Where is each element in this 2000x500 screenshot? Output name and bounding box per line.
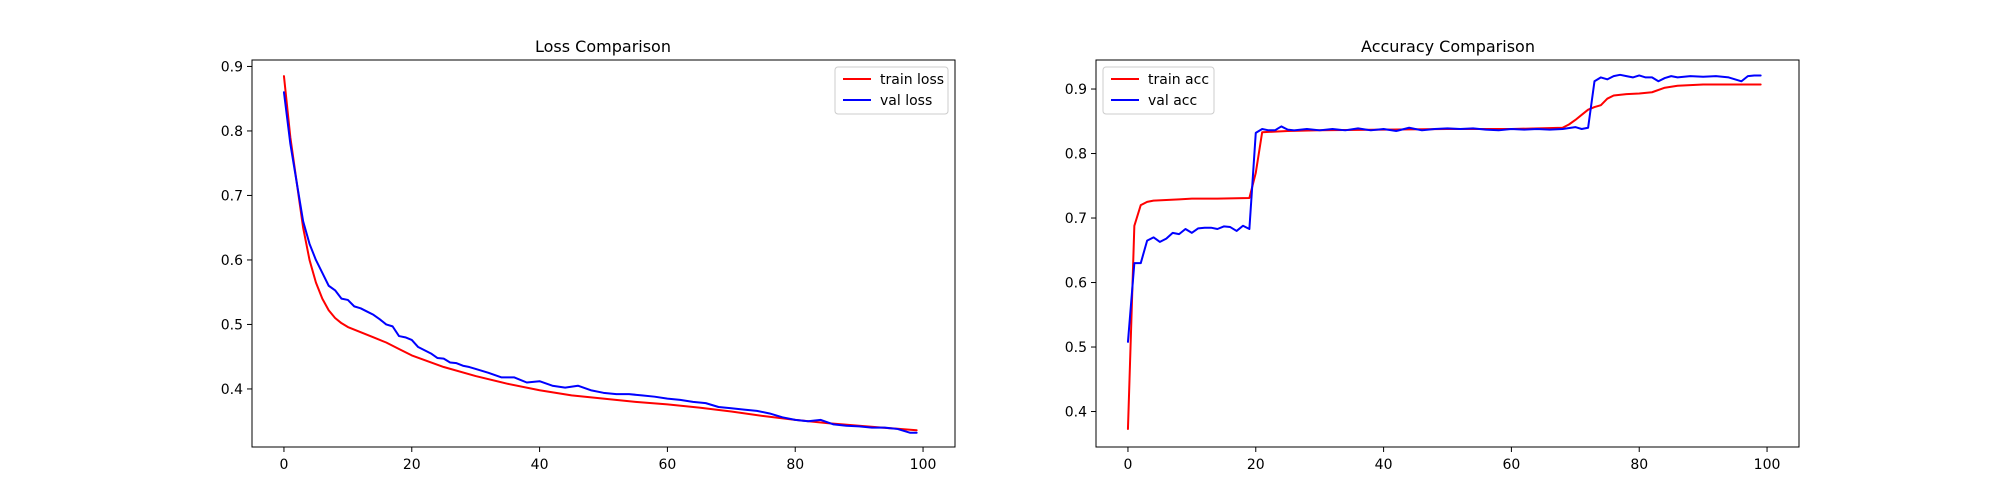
accuracy-comparison-chart: Accuracy Comparison 0 20 40 60 80 100 0.4 0.5 0.…	[1065, 37, 1800, 473]
loss-y-tick-label-0-9: 0.9	[221, 59, 243, 75]
loss-y-tick-label-0-4: 0.4	[221, 382, 243, 398]
legend-label-val-loss: val loss	[880, 93, 932, 109]
series-line-val-acc	[1126, 73, 1762, 343]
legend-label-train-loss: train loss	[880, 72, 944, 88]
loss-x-tick-label-0: 0	[279, 457, 288, 473]
accuracy-chart-title: Accuracy Comparison	[1361, 37, 1535, 56]
loss-axes-frame	[251, 59, 956, 448]
loss-x-tick-label-100: 100	[910, 457, 937, 473]
loss-chart-title: Loss Comparison	[535, 37, 671, 56]
accuracy-y-tick-label-0-5: 0.5	[1065, 340, 1087, 356]
accuracy-y-tick-label-0-6: 0.6	[1065, 276, 1087, 292]
accuracy-x-tick-label-60: 60	[1502, 457, 1520, 473]
loss-x-tick-label-60: 60	[658, 457, 676, 473]
loss-y-tick-label-0-7: 0.7	[221, 188, 243, 204]
series-line-val-loss	[282, 91, 918, 434]
accuracy-x-tick-label-100: 100	[1754, 457, 1781, 473]
accuracy-x-tick-label-80: 80	[1630, 457, 1648, 473]
accuracy-y-tick-label-0-4: 0.4	[1065, 405, 1087, 421]
accuracy-x-tick-label-0: 0	[1123, 457, 1132, 473]
accuracy-y-tick-label-0-8: 0.8	[1065, 147, 1087, 163]
series-line-train-acc	[1126, 83, 1762, 430]
accuracy-plot-area: 0 20 40 60 80 100 0.4 0.5 0.6 0.7 0.8 0.9	[1065, 73, 1781, 473]
loss-y-tick-label-0-5: 0.5	[221, 317, 243, 333]
loss-y-tick-label-0-8: 0.8	[221, 124, 243, 140]
accuracy-x-tick-label-20: 20	[1247, 457, 1265, 473]
loss-legend: train loss val loss	[834, 66, 949, 115]
legend-label-train-acc: train acc	[1148, 72, 1209, 88]
loss-plot-area: 0 20 40 60 80 100 0.4 0.5 0.6 0.7 0.8 0.9	[221, 59, 937, 473]
accuracy-y-tick-label-0-7: 0.7	[1065, 211, 1087, 227]
accuracy-y-tick-label-0-9: 0.9	[1065, 82, 1087, 98]
loss-x-tick-label-20: 20	[403, 457, 421, 473]
accuracy-x-tick-label-40: 40	[1375, 457, 1393, 473]
series-line-train-loss	[282, 75, 918, 432]
loss-comparison-chart: Loss Comparison 0 20 40 60 80 100 0.4 0.5 0.6 0.7…	[221, 37, 956, 473]
accuracy-axes-frame	[1095, 59, 1800, 448]
loss-x-tick-label-80: 80	[786, 457, 804, 473]
loss-x-tick-label-40: 40	[531, 457, 549, 473]
accuracy-legend: train acc val acc	[1102, 66, 1215, 115]
legend-label-val-acc: val acc	[1148, 93, 1197, 109]
loss-y-tick-label-0-6: 0.6	[221, 253, 243, 269]
